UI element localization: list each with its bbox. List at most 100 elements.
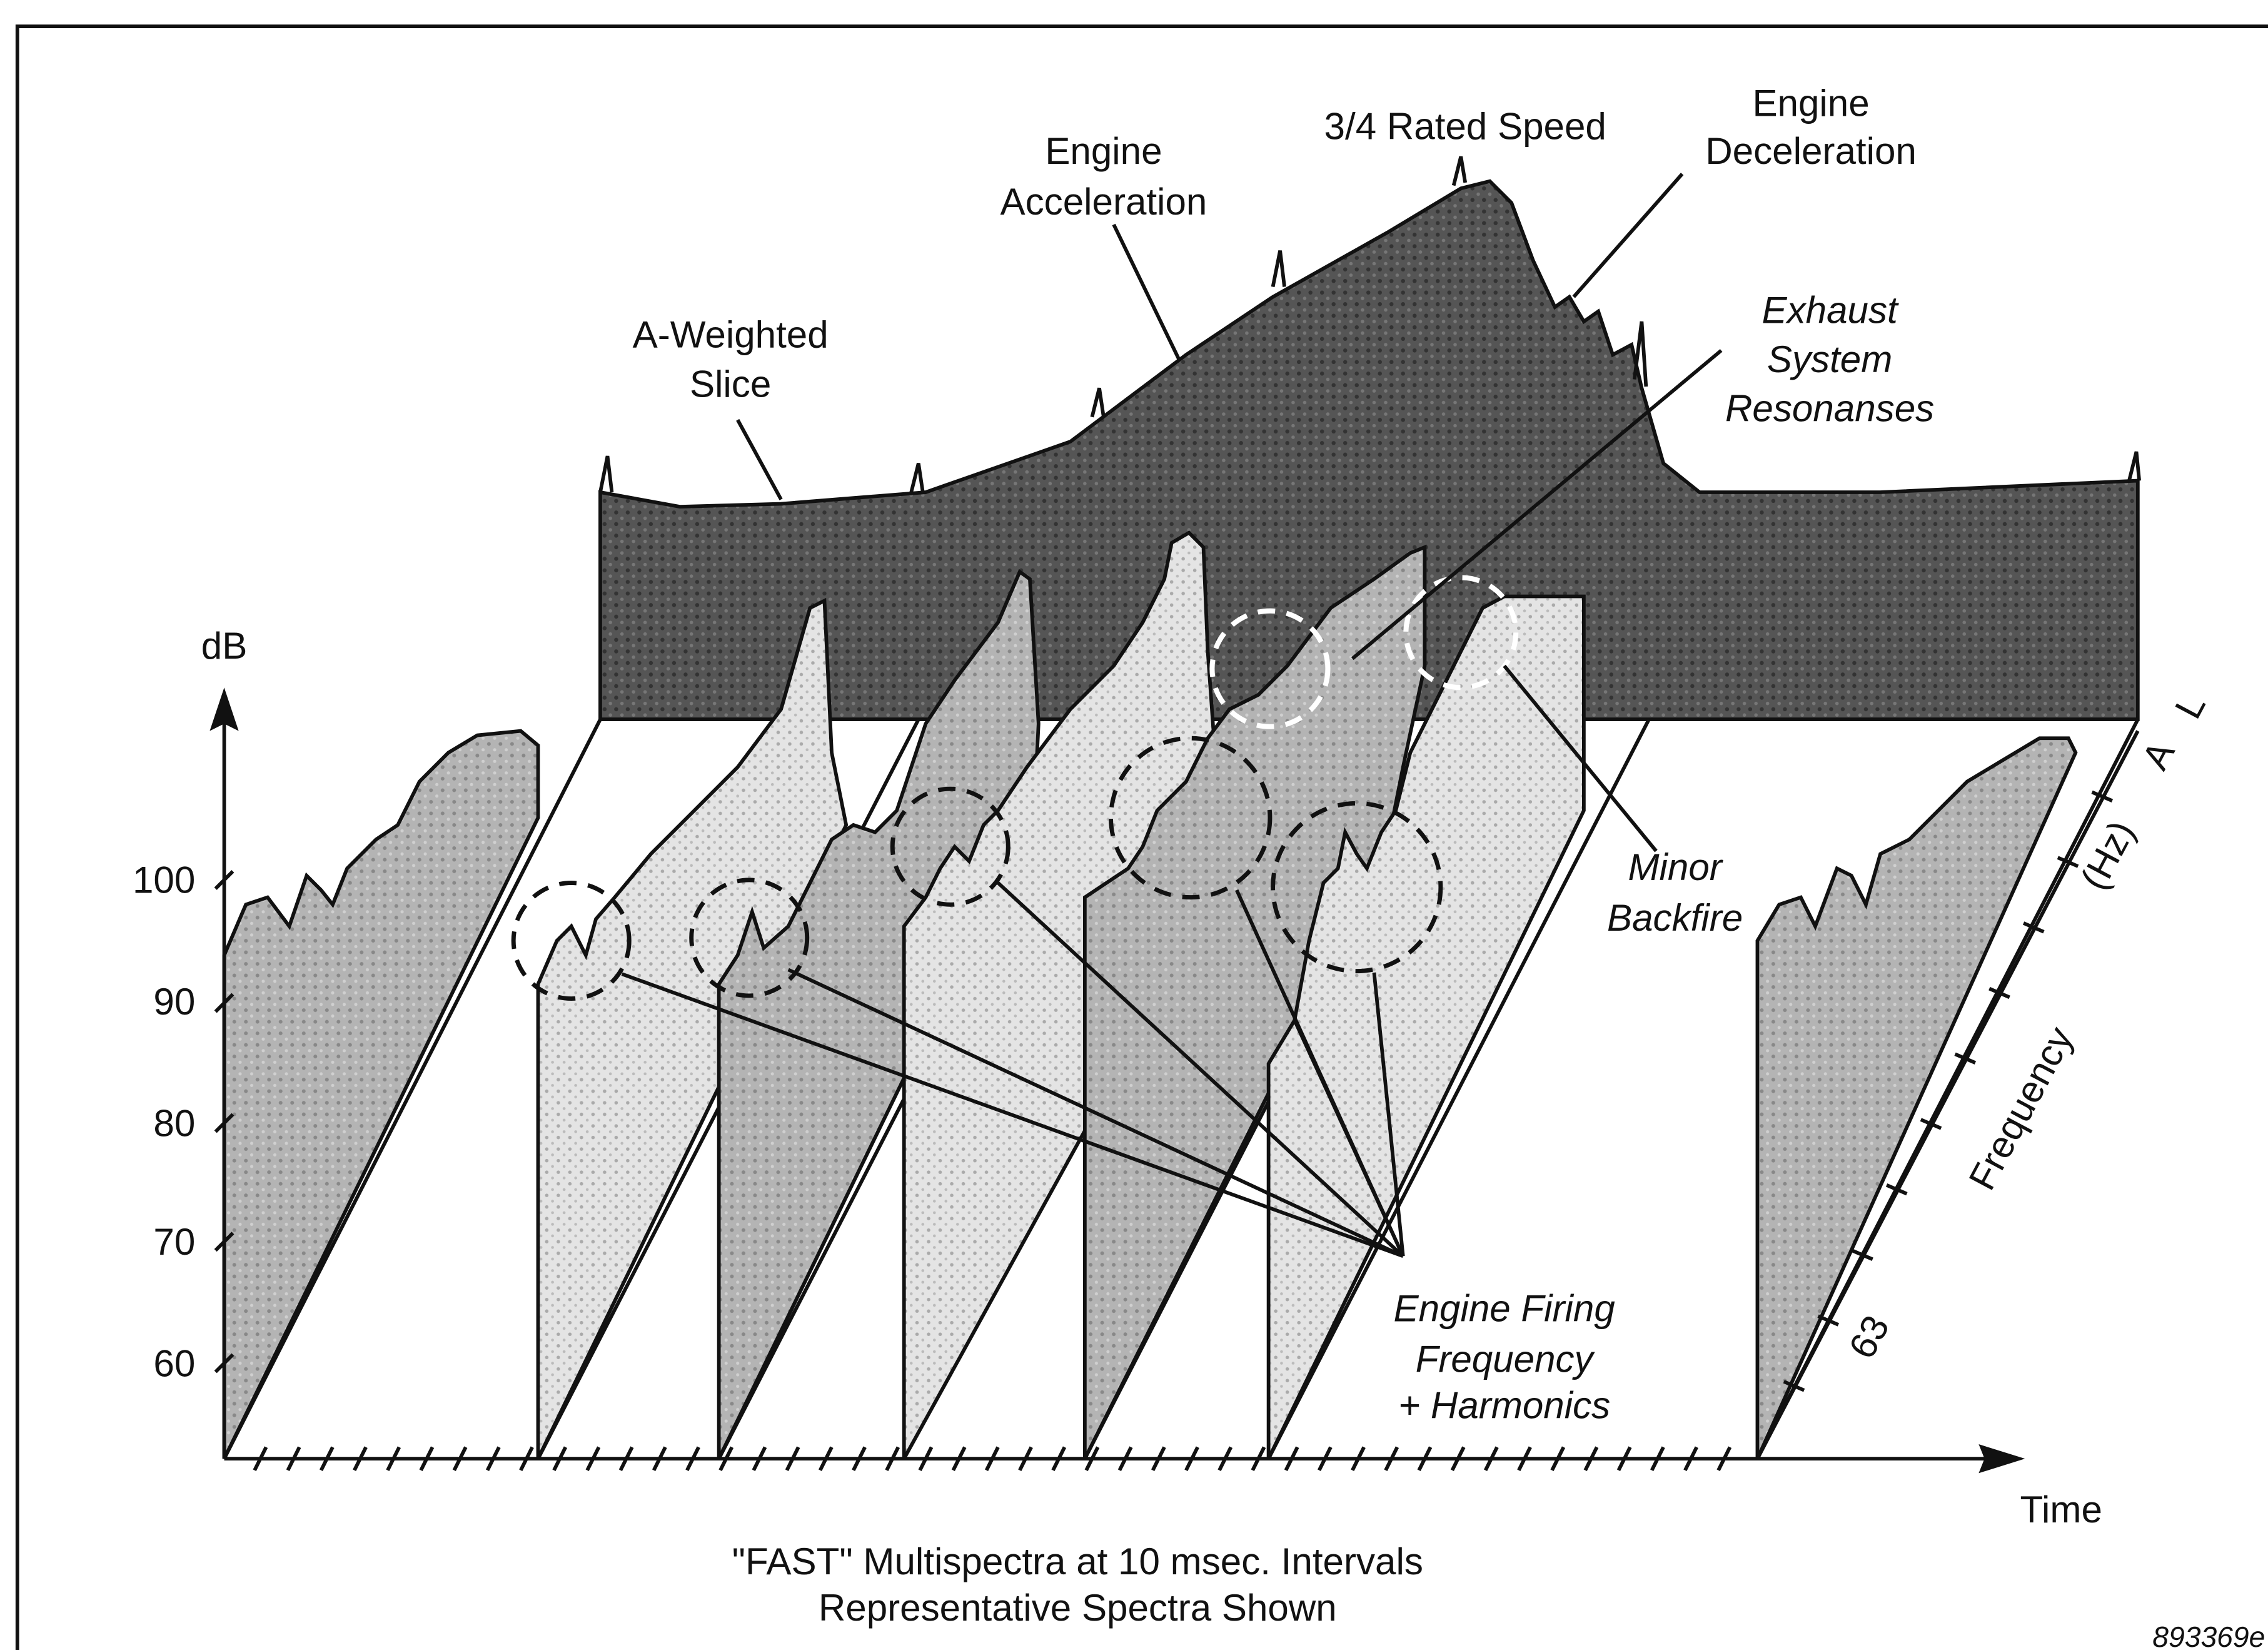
tick <box>1885 1183 1908 1196</box>
tick <box>1650 1446 1665 1471</box>
annotation: Engine <box>1752 83 1869 124</box>
x-axis-label: Time <box>2020 1489 2102 1531</box>
tick <box>1716 1446 1732 1471</box>
tick <box>1351 1446 1366 1471</box>
highlight-circles <box>511 575 1519 1001</box>
spectrum-slice <box>902 530 1232 1460</box>
figure-id: 893369e <box>2152 1621 2265 1650</box>
tick <box>1284 1446 1299 1471</box>
y-tick-label: 60 <box>153 1342 195 1384</box>
y-tick-label: 90 <box>153 981 195 1023</box>
tick <box>1384 1446 1399 1471</box>
y-tick-label: 70 <box>153 1221 195 1263</box>
tick <box>1051 1446 1067 1471</box>
tick <box>1954 1052 1977 1065</box>
tick <box>1251 1446 1266 1471</box>
tick <box>1417 1446 1433 1471</box>
tick <box>984 1446 1000 1471</box>
tick <box>1988 986 2010 1000</box>
tick <box>585 1446 601 1471</box>
annotation: Engine Firing <box>1394 1287 1615 1329</box>
annotation: Slice <box>690 363 771 405</box>
annotation: Exhaust <box>1761 289 1899 331</box>
a-weighted-slice <box>598 179 2140 722</box>
tick <box>1484 1446 1499 1471</box>
tick <box>214 1353 234 1374</box>
tick <box>1151 1446 1166 1471</box>
z-end-label: A <box>2134 734 2183 776</box>
annotation: Deceleration <box>1705 130 1917 172</box>
annotation: Frequency <box>1416 1338 1596 1380</box>
tick <box>1616 1446 1632 1471</box>
tick <box>1683 1446 1698 1471</box>
leader-lines <box>621 173 1723 1258</box>
annotation: Engine <box>1045 130 1162 172</box>
tick <box>1317 1446 1333 1471</box>
tick <box>818 1446 834 1471</box>
tick <box>1018 1446 1033 1471</box>
tick <box>1184 1446 1199 1471</box>
tick <box>685 1446 700 1471</box>
y-tick-label: 100 <box>133 859 195 901</box>
tick <box>552 1446 568 1471</box>
tick <box>214 1232 234 1252</box>
slice-markers <box>598 156 2142 493</box>
tick <box>214 869 234 890</box>
tick <box>1852 1248 1873 1261</box>
spectrum-slice <box>1082 544 1427 1460</box>
spectrum-slice <box>1266 594 1586 1460</box>
tick <box>1783 1380 1805 1392</box>
tick <box>214 1113 234 1133</box>
tick <box>319 1446 335 1471</box>
spectrum-slice <box>1755 736 2078 1460</box>
tick <box>519 1446 534 1471</box>
tick <box>752 1446 767 1471</box>
annotation: System <box>1767 338 1892 380</box>
spectrum-slice <box>222 729 540 1460</box>
z-end-label: L <box>2167 687 2214 725</box>
axes <box>209 687 2140 1474</box>
tick <box>852 1446 867 1471</box>
tick <box>652 1446 667 1471</box>
z-axis-label: Frequency <box>1961 1020 2082 1197</box>
tick <box>1084 1446 1100 1471</box>
tick <box>2057 856 2079 868</box>
tick <box>386 1446 401 1471</box>
y-axis-label: dB <box>201 625 248 667</box>
tick <box>1117 1446 1133 1471</box>
tick <box>718 1446 734 1471</box>
tick <box>1450 1446 1466 1471</box>
annotation: A-Weighted <box>633 314 829 356</box>
caption: "FAST" Multispectra at 10 msec. Interval… <box>732 1541 1423 1582</box>
tick <box>485 1446 501 1471</box>
tick <box>419 1446 435 1471</box>
annotation: Resonanses <box>1725 388 1934 430</box>
tick <box>253 1446 268 1471</box>
tick <box>1517 1446 1532 1471</box>
tick <box>918 1446 934 1471</box>
y-tick-label: 80 <box>153 1102 195 1144</box>
tick <box>951 1446 967 1471</box>
spectrum-slice <box>536 597 849 1460</box>
tick <box>1817 1314 1840 1327</box>
tick <box>2091 790 2114 802</box>
caption: Representative Spectra Shown <box>819 1587 1337 1629</box>
annotation: Backfire <box>1607 897 1743 939</box>
spectrum-slice <box>717 569 1041 1460</box>
tick <box>353 1446 368 1471</box>
tick <box>1550 1446 1566 1471</box>
tick <box>286 1446 301 1471</box>
annotation: Minor <box>1628 846 1723 888</box>
frame <box>15 24 2268 1650</box>
tick <box>618 1446 634 1471</box>
z-tick-label: 63 <box>1841 1308 1898 1365</box>
tick <box>785 1446 800 1471</box>
tick <box>214 993 234 1013</box>
annotation: 3/4 Rated Speed <box>1324 106 1606 148</box>
tick <box>1920 1118 1942 1130</box>
tick <box>452 1446 468 1471</box>
annotation: + Harmonics <box>1398 1384 1610 1426</box>
